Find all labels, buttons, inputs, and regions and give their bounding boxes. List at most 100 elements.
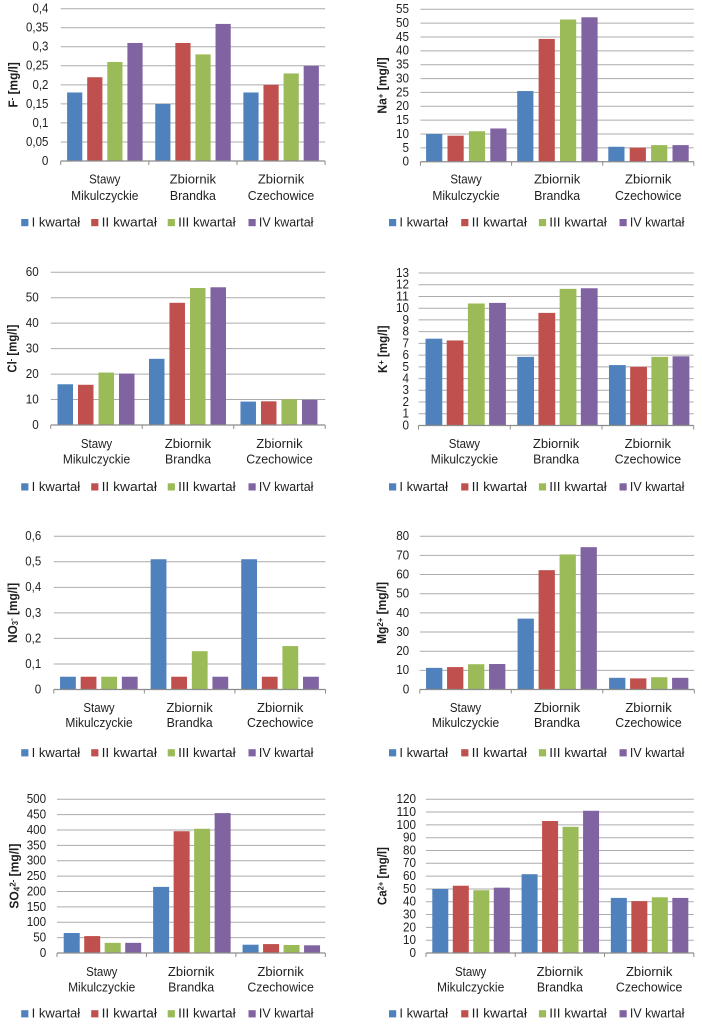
svg-text:III kwartał: III kwartał (178, 479, 236, 494)
svg-text:100: 100 (27, 914, 47, 929)
svg-text:200: 200 (27, 883, 47, 898)
svg-text:30: 30 (26, 341, 39, 356)
svg-text:I kwartał: I kwartał (32, 214, 81, 229)
svg-text:10: 10 (396, 126, 409, 141)
svg-text:0,1: 0,1 (33, 115, 49, 130)
svg-text:30: 30 (396, 70, 409, 85)
svg-text:60: 60 (396, 566, 409, 581)
svg-text:III kwartał: III kwartał (178, 214, 236, 229)
svg-text:30: 30 (396, 624, 409, 639)
svg-text:11: 11 (396, 288, 409, 303)
svg-text:300: 300 (27, 853, 47, 868)
svg-text:70: 70 (396, 547, 409, 562)
svg-text:Zbiornik: Zbiornik (256, 436, 303, 451)
svg-text:3: 3 (403, 382, 410, 397)
svg-text:20: 20 (26, 366, 39, 381)
svg-text:Stawy: Stawy (450, 700, 482, 715)
svg-text:IV kwartał: IV kwartał (630, 479, 685, 494)
svg-text:Zbiornik: Zbiornik (168, 964, 215, 979)
svg-text:Brandka: Brandka (534, 715, 581, 730)
svg-text:I kwartał: I kwartał (32, 479, 81, 494)
svg-text:70: 70 (403, 855, 416, 870)
svg-text:IV kwartał: IV kwartał (259, 479, 314, 494)
svg-text:0: 0 (403, 154, 410, 169)
svg-text:0,2: 0,2 (25, 630, 41, 645)
svg-text:Mikulczyckie: Mikulczyckie (63, 452, 130, 467)
svg-text:40: 40 (26, 315, 39, 330)
svg-text:5: 5 (403, 140, 410, 155)
svg-text:Czechowice: Czechowice (616, 980, 683, 995)
svg-text:IV kwartał: IV kwartał (259, 745, 314, 760)
svg-text:I kwartał: I kwartał (399, 745, 448, 760)
svg-text:Brandka: Brandka (165, 452, 212, 467)
svg-text:Czechowice: Czechowice (248, 188, 315, 203)
svg-text:Czechowice: Czechowice (615, 715, 682, 730)
svg-text:0,4: 0,4 (33, 1, 49, 16)
svg-text:50: 50 (396, 586, 409, 601)
svg-text:2: 2 (403, 394, 410, 409)
svg-text:8: 8 (403, 324, 410, 339)
svg-text:Brandka: Brandka (534, 188, 581, 203)
svg-text:NO3- [mg/l]: NO3- [mg/l] (5, 583, 20, 643)
svg-text:Mikulczyckie: Mikulczyckie (432, 715, 499, 730)
svg-text:40: 40 (396, 43, 409, 58)
svg-text:20: 20 (396, 643, 409, 658)
svg-text:120: 120 (397, 791, 417, 806)
svg-text:0,35: 0,35 (26, 20, 48, 35)
svg-text:III kwartał: III kwartał (549, 745, 607, 760)
svg-text:Mikulczyckie: Mikulczyckie (437, 980, 504, 995)
svg-text:Mg2+ [mg/l]: Mg2+ [mg/l] (374, 582, 389, 644)
svg-text:25: 25 (396, 84, 409, 99)
svg-text:50: 50 (33, 930, 46, 945)
svg-text:II kwartał: II kwartał (472, 479, 527, 494)
svg-text:SO42- [mg/l]: SO42- [mg/l] (7, 844, 22, 909)
svg-text:Zbiornik: Zbiornik (258, 172, 305, 187)
svg-text:IV kwartał: IV kwartał (630, 1006, 685, 1021)
svg-text:110: 110 (397, 804, 417, 819)
svg-text:II kwartał: II kwartał (472, 1006, 527, 1021)
svg-text:Zbiornik: Zbiornik (625, 700, 672, 715)
svg-text:IV kwartał: IV kwartał (630, 214, 685, 229)
svg-text:Stawy: Stawy (89, 172, 121, 187)
svg-text:0: 0 (403, 681, 410, 696)
svg-text:Brandka: Brandka (170, 188, 217, 203)
svg-text:0,5: 0,5 (25, 554, 41, 569)
svg-text:II kwartał: II kwartał (102, 479, 157, 494)
svg-text:45: 45 (396, 29, 409, 44)
svg-text:Zbiornik: Zbiornik (165, 436, 212, 451)
svg-text:Stawy: Stawy (86, 964, 118, 979)
svg-text:50: 50 (396, 15, 409, 30)
svg-text:20: 20 (403, 919, 416, 934)
svg-text:Stawy: Stawy (81, 436, 113, 451)
svg-text:150: 150 (27, 899, 47, 914)
svg-text:I kwartał: I kwartał (399, 479, 448, 494)
svg-text:Zbiornik: Zbiornik (534, 172, 581, 187)
svg-text:0,6: 0,6 (25, 528, 41, 543)
svg-text:50: 50 (403, 881, 416, 896)
svg-text:Brandka: Brandka (537, 980, 584, 995)
svg-text:10: 10 (396, 300, 409, 315)
svg-text:13: 13 (396, 265, 409, 280)
svg-text:0,3: 0,3 (25, 605, 41, 620)
svg-text:0: 0 (42, 153, 49, 168)
svg-text:II kwartał: II kwartał (102, 745, 157, 760)
svg-text:0,2: 0,2 (33, 77, 49, 92)
svg-text:III kwartał: III kwartał (549, 1006, 607, 1021)
svg-text:80: 80 (403, 842, 416, 857)
svg-text:I kwartał: I kwartał (399, 1006, 448, 1021)
svg-text:0,15: 0,15 (26, 96, 48, 111)
svg-text:12: 12 (396, 277, 409, 292)
svg-text:5: 5 (403, 359, 410, 374)
svg-text:30: 30 (403, 906, 416, 921)
svg-text:60: 60 (403, 868, 416, 883)
svg-text:Brandka: Brandka (168, 980, 215, 995)
svg-text:Mikulczyckie: Mikulczyckie (71, 188, 138, 203)
svg-text:III kwartał: III kwartał (549, 479, 607, 494)
svg-text:400: 400 (27, 822, 47, 837)
svg-text:1: 1 (403, 406, 410, 421)
svg-text:Brandka: Brandka (167, 715, 214, 730)
svg-text:Zbiornik: Zbiornik (534, 700, 581, 715)
svg-text:40: 40 (396, 605, 409, 620)
svg-text:0,25: 0,25 (26, 58, 48, 73)
svg-text:10: 10 (26, 391, 39, 406)
